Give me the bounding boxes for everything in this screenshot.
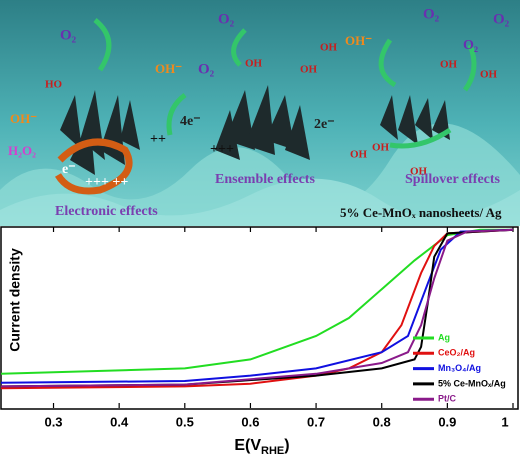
illustration-label: OH	[410, 166, 428, 178]
legend-label: Mn₃O₄/Ag	[438, 363, 481, 373]
illustration-label: OH	[350, 149, 368, 161]
illustration-label: OH	[320, 42, 338, 54]
illustration-label: OH	[245, 58, 263, 70]
x-tick-label: 0.3	[44, 414, 62, 429]
illustration-label: HO	[45, 79, 63, 91]
x-tick-label: 0.9	[438, 414, 456, 429]
illustration-label: OH	[480, 69, 498, 81]
arrows	[93, 18, 477, 149]
x-tick-label: 1	[501, 414, 508, 429]
illustration-label: Spillover effects	[405, 172, 501, 187]
illustration-label: OH	[300, 64, 318, 76]
x-axis-label: E(VRHE)	[234, 437, 289, 457]
x-tick-label: 0.5	[176, 414, 194, 429]
illustration-label: Electronic effects	[55, 204, 158, 219]
illustration-label: O₂	[493, 11, 510, 27]
illustration-label: OH	[372, 142, 390, 154]
series-line	[0, 228, 514, 388]
illustration-label: +++ ++	[85, 175, 128, 190]
plot-frame	[0, 226, 519, 410]
electron-arrow	[54, 138, 133, 195]
x-tick-label: 0.7	[307, 414, 325, 429]
illustration-label: OH⁻	[345, 33, 372, 48]
illustration-label: Ensemble effects	[215, 172, 315, 187]
x-tick-label: 0.8	[373, 414, 391, 429]
x-label-end: )	[284, 437, 289, 454]
surface	[0, 123, 520, 226]
legend-label: Pt/C	[438, 394, 457, 404]
legend-label: Ag	[438, 332, 450, 342]
illustration-label: O₂	[60, 27, 77, 43]
nanosheets	[60, 85, 450, 175]
x-label-main: E(V	[234, 437, 261, 454]
illustration-label: OH⁻	[155, 61, 182, 76]
illustration-label: e⁻	[62, 162, 76, 177]
x-tick-label: 0.4	[110, 414, 129, 429]
illustration-label: ++	[150, 132, 166, 147]
series-line	[0, 228, 514, 384]
illustration-label: 4e⁻	[180, 114, 201, 129]
illustration-label: O₂	[463, 38, 478, 53]
illustration-label: O₂	[218, 11, 235, 27]
legend-label: CeO₂/Ag	[438, 348, 475, 358]
illustration-label: O₂	[423, 6, 440, 22]
illustration-label: 5% Ce-MnOₓ nanosheets/ Ag	[340, 205, 502, 220]
legend-label: 5% Ce-MnOₓ/Ag	[438, 378, 506, 388]
illustration-label: OH	[440, 59, 458, 71]
illustration-label: 2e⁻	[314, 117, 335, 132]
illustration-label: +++	[210, 142, 234, 157]
y-axis-label: Current density	[7, 248, 23, 352]
illustration-label: O₂	[198, 61, 215, 77]
illustration-label: OH⁻	[10, 111, 37, 126]
x-tick-label: 0.6	[241, 414, 259, 429]
x-label-sub: RHE	[261, 445, 284, 457]
illustration-label: H₂O₂	[8, 143, 36, 158]
